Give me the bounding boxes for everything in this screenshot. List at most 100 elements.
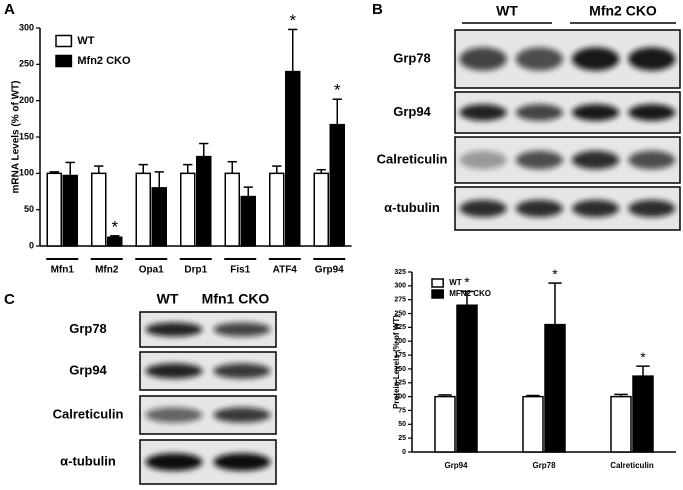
y-tick-label: 325 [394, 269, 406, 276]
blot-band [515, 47, 563, 71]
blot-band [572, 150, 620, 170]
bar [434, 395, 456, 453]
x-tick-label: Opa1 [139, 265, 164, 276]
legend-swatch [431, 289, 444, 299]
x-tick-label: Grp94 [315, 265, 344, 276]
y-tick-label: 100 [394, 393, 406, 400]
blot-row-label: Calreticulin [377, 151, 448, 166]
legend-label: WT [449, 278, 462, 287]
bar [224, 172, 240, 247]
y-tick-label: 150 [394, 366, 406, 373]
significance-mark: * [464, 274, 470, 290]
blot-band [628, 199, 676, 218]
blot-group-label: Mfn2 CKO [589, 3, 657, 19]
y-tick-label: 125 [394, 380, 406, 387]
blot-band [572, 47, 620, 71]
bar [329, 123, 345, 247]
blot-band [459, 104, 507, 121]
x-tick-label: Mfn2 [95, 265, 119, 276]
y-tick-label: 300 [394, 283, 406, 290]
bar [91, 172, 107, 247]
y-tick-label: 0 [29, 240, 34, 250]
blot-frame [139, 351, 277, 391]
blot-row-label: α-tubulin [60, 453, 116, 468]
y-tick-label: 200 [19, 95, 34, 105]
panel-letter: C [4, 291, 15, 308]
blot-row-label: Grp94 [393, 104, 431, 119]
bar [151, 187, 167, 247]
y-tick-label: 275 [394, 297, 406, 304]
y-tick-label: 25 [398, 435, 406, 442]
blot-band [572, 199, 620, 218]
blot-band [459, 199, 507, 218]
blot-band [628, 47, 676, 71]
y-tick-label: 225 [394, 324, 406, 331]
panel-letter: B [372, 1, 383, 18]
blot-row-label: Grp94 [69, 362, 107, 377]
blot-band [628, 104, 676, 121]
bar [62, 174, 78, 247]
bar [632, 375, 654, 453]
bar [107, 236, 123, 247]
blot-band [213, 322, 271, 337]
blot-band [515, 104, 563, 121]
x-tick-label: Drp1 [184, 265, 207, 276]
legend-label: WT [77, 35, 94, 47]
blot-row-label: Calreticulin [53, 406, 124, 421]
panel-letter: A [4, 1, 15, 18]
x-tick-label: Fis1 [230, 265, 250, 276]
blot-band [515, 150, 563, 170]
legend-swatch [55, 34, 73, 48]
significance-mark: * [111, 217, 118, 236]
y-tick-label: 150 [19, 131, 34, 141]
bar [610, 395, 632, 453]
y-axis-label: mRNA Levels (% of WT) [11, 81, 22, 194]
legend-swatch [431, 278, 444, 288]
significance-mark: * [289, 11, 296, 30]
y-tick-label: 0 [402, 449, 406, 456]
blot-band [145, 363, 203, 379]
blot-band [213, 407, 271, 423]
x-tick-label: ATF4 [273, 265, 298, 276]
bar [285, 70, 301, 247]
y-tick-label: 50 [398, 421, 406, 428]
y-tick-label: 250 [19, 59, 34, 69]
y-tick-label: 50 [24, 204, 34, 214]
blot-band [145, 453, 203, 471]
bar [522, 395, 544, 453]
bar [544, 323, 566, 453]
blot-band [459, 47, 507, 71]
blot-group-label: Mfn1 CKO [202, 291, 270, 307]
legend-swatch [55, 54, 73, 68]
y-axis-label: Protein Levels (% of WT) [392, 315, 401, 409]
blot-band [145, 407, 203, 423]
y-tick-label: 200 [394, 338, 406, 345]
y-tick-label: 100 [19, 168, 34, 178]
legend-label: Mfn2 CKO [77, 55, 131, 67]
blot-band [515, 199, 563, 218]
y-tick-label: 250 [394, 310, 406, 317]
blot-band [628, 150, 676, 170]
blot-band [145, 322, 203, 337]
x-tick-label: Calreticulin [610, 461, 654, 470]
x-tick-label: Grp78 [532, 461, 556, 470]
blot-band [572, 104, 620, 121]
blot-row-label: α-tubulin [384, 200, 440, 215]
blot-band [213, 453, 271, 471]
bar [313, 172, 329, 247]
significance-mark: * [552, 266, 558, 282]
x-tick-label: Grp94 [444, 461, 468, 470]
significance-mark: * [640, 349, 646, 365]
y-tick-label: 175 [394, 352, 406, 359]
blot-group-label: WT [496, 3, 518, 19]
blot-row-label: Grp78 [69, 321, 107, 336]
y-tick-label: 75 [398, 407, 406, 414]
legend-label: MFN2 CKO [449, 289, 491, 298]
y-tick-label: 300 [19, 22, 34, 32]
bar [46, 172, 62, 247]
bar [456, 304, 478, 453]
blot-band [459, 150, 507, 170]
blot-band [213, 363, 271, 379]
bar [135, 172, 151, 247]
